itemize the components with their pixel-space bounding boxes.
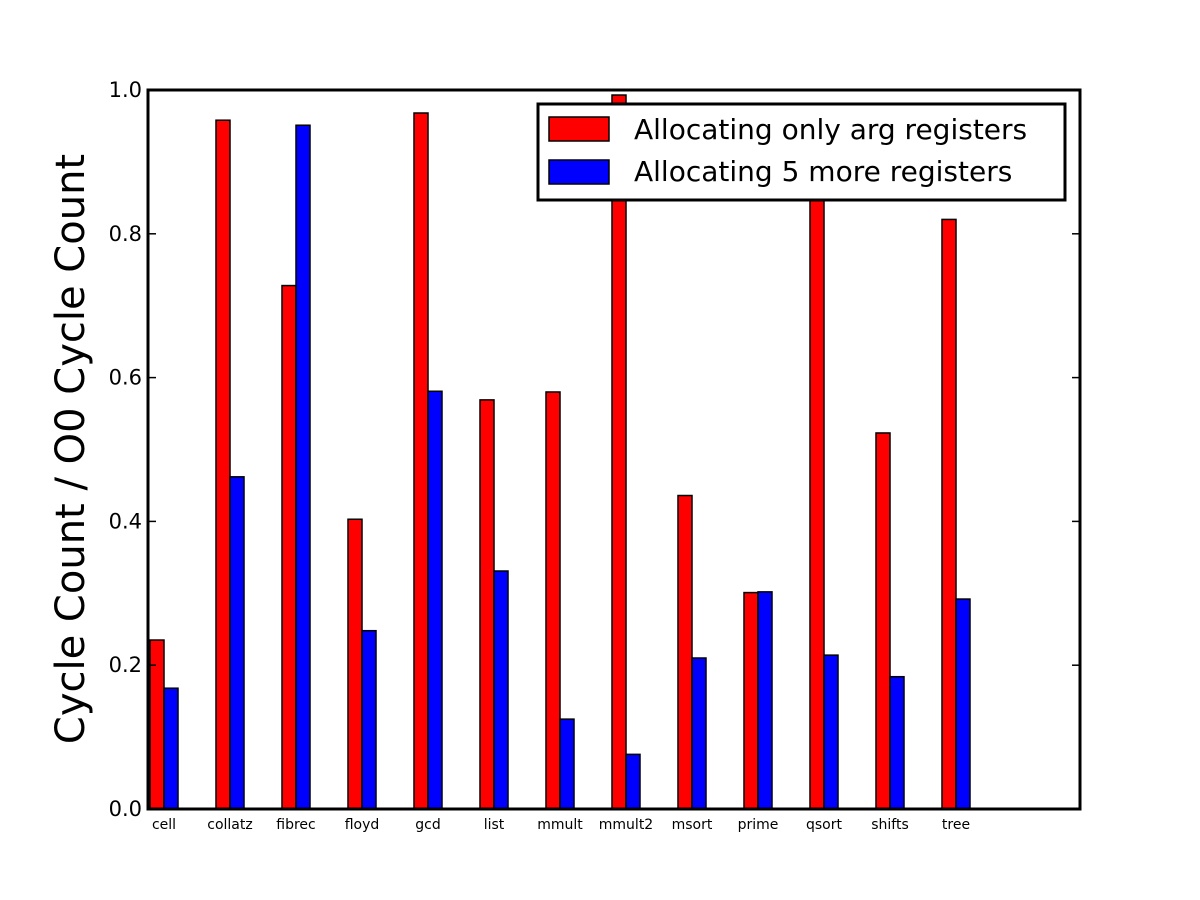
y-tick-label: 0.0 [109, 797, 142, 821]
bar-list-arg-registers [479, 399, 495, 810]
x-tick-label-tree: tree [942, 817, 970, 833]
bar-floyd-arg-registers [347, 518, 363, 810]
x-tick-label-msort: msort [672, 817, 713, 833]
y-tick-label: 0.2 [109, 653, 142, 677]
x-tick-label-prime: prime [738, 817, 779, 833]
x-tick-label-cell: cell [152, 817, 176, 833]
bar-collatz-arg-registers [215, 119, 231, 810]
legend-label-5-more-registers: Allocating 5 more registers [634, 155, 1012, 188]
bar-collatz-5-more-registers [229, 476, 245, 810]
bar-cell-5-more-registers [163, 687, 179, 810]
bar-gcd-5-more-registers [427, 390, 443, 810]
x-tick-label-mmult: mmult [537, 817, 583, 833]
legend-box [536, 102, 1067, 202]
x-tick-label-collatz: collatz [207, 817, 252, 833]
legend-swatch-arg-registers [548, 116, 610, 142]
bar-mmult2-5-more-registers [625, 753, 641, 810]
y-axis: 0.0 0.2 0.4 0.6 0.8 1.0 [109, 78, 1080, 821]
x-tick-label-qsort: qsort [806, 817, 843, 833]
plot-frame [146, 88, 1082, 811]
legend: Allocating only arg registers Allocating… [536, 102, 1067, 202]
bar-mmult-arg-registers [545, 391, 561, 810]
legend-label-arg-registers: Allocating only arg registers [634, 113, 1027, 146]
bar-qsort-arg-registers [809, 171, 825, 810]
bar-prime-5-more-registers [757, 591, 773, 810]
bar-list-5-more-registers [493, 570, 509, 810]
x-tick-label-fibrec: fibrec [276, 817, 315, 833]
bar-fibrec-arg-registers [281, 284, 297, 810]
bar-shifts-5-more-registers [889, 675, 905, 810]
x-tick-label-shifts: shifts [871, 817, 909, 833]
bar-prime-arg-registers [743, 591, 759, 810]
y-tick-label: 0.8 [109, 222, 142, 246]
bar-tree-5-more-registers [955, 598, 971, 810]
bar-gcd-arg-registers [413, 112, 429, 810]
bars-layer [149, 94, 971, 810]
y-tick-label: 1.0 [109, 78, 142, 102]
bar-floyd-5-more-registers [361, 629, 377, 810]
bar-mmult2-arg-registers [611, 94, 627, 810]
bar-tree-arg-registers [941, 218, 957, 810]
y-tick-label: 0.4 [109, 509, 142, 533]
bar-shifts-arg-registers [875, 432, 891, 810]
x-tick-label-list: list [484, 817, 505, 833]
legend-swatch-5-more-registers [548, 159, 610, 185]
bar-qsort-5-more-registers [823, 654, 839, 810]
x-tick-label-mmult2: mmult2 [599, 817, 653, 833]
x-tick-label-gcd: gcd [415, 817, 440, 833]
x-axis: cell collatz fibrec floyd gcd list mmult mmult2… [152, 817, 970, 833]
bar-mmult-5-more-registers [559, 718, 575, 810]
x-tick-label-floyd: floyd [345, 817, 380, 833]
bar-msort-arg-registers [677, 494, 693, 810]
y-tick-label: 0.6 [109, 366, 142, 390]
bar-fibrec-5-more-registers [295, 124, 311, 810]
y-axis-label: Cycle Count / O0 Cycle Count [48, 154, 94, 744]
bar-msort-5-more-registers [691, 657, 707, 810]
